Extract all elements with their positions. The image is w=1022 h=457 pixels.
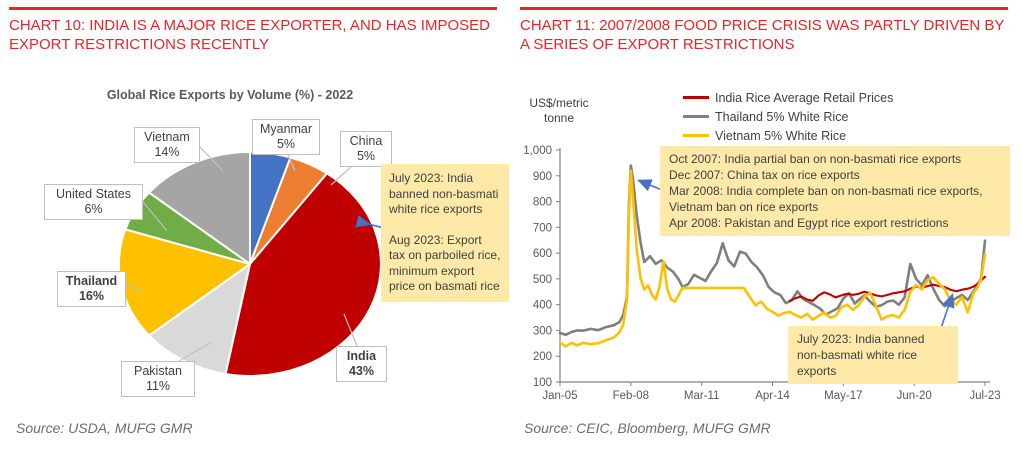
y-tick-label: 900 xyxy=(533,171,552,183)
line-chart: 100 200 300 400 500 600 700 800 900 1,000 Jan-05 Fe… xyxy=(523,145,1000,402)
pie-label-vietnam: Vietnam 14% xyxy=(134,127,200,163)
annotation-line: Oct 2007: India partial ban on non-basma… xyxy=(669,152,962,166)
chart10-heading: CHART 10: INDIA IS A MAJOR RICE EXPORTER… xyxy=(9,17,490,53)
y-tick-label: 300 xyxy=(533,325,552,337)
pie-slice-pakistan xyxy=(148,263,251,375)
annotation-line: Mar 2008: India complete ban on non-basm… xyxy=(669,184,983,214)
pie-label-leader xyxy=(195,142,224,172)
y-tick-label: 1,000 xyxy=(523,145,552,157)
x-tick-label: Jan-05 xyxy=(542,390,577,402)
x-tick-label: Jun-20 xyxy=(897,390,932,402)
legend-label: Vietnam 5% White Rice xyxy=(715,128,847,143)
legend-item-india-rice-average-retail-prices: India Rice Average Retail Prices xyxy=(683,88,893,107)
chart11-source: Source: CEIC, Bloomberg, MUFG GMR xyxy=(524,420,771,436)
y-tick-label: 700 xyxy=(533,222,552,234)
chart10-top-rule xyxy=(9,7,497,10)
pie-label-leader xyxy=(178,342,211,362)
annotation-arrow-india-slice xyxy=(355,215,385,229)
pie-label-leader xyxy=(138,196,168,232)
series-line-vietnam-5-white-rice xyxy=(558,169,987,348)
y-tick-label: 200 xyxy=(533,351,552,363)
pie-label-leader xyxy=(287,154,296,172)
line-chart-legend: India Rice Average Retail Prices Thailand… xyxy=(683,88,893,145)
series-line-india-rice-average-retail-prices xyxy=(788,275,987,302)
chart10-panel: CHART 10: INDIA IS A MAJOR RICE EXPORTER… xyxy=(9,7,509,436)
pie-label-leader xyxy=(330,165,353,186)
chart10-annotation: July 2023: India banned non-basmati whit… xyxy=(381,164,509,302)
pie-label-myanmar: Myanmar 5% xyxy=(252,119,320,155)
legend-item-vietnam-5-white-rice: Vietnam 5% White Rice xyxy=(683,126,893,145)
legend-swatch xyxy=(683,134,709,137)
legend-label: Thailand 5% White Rice xyxy=(715,109,849,124)
chart11-top-rule xyxy=(520,7,1008,10)
y-tick-label: 600 xyxy=(533,248,552,260)
x-tick-label: Apr-14 xyxy=(755,390,790,402)
chart11-annotation-2023: July 2023: India banned non-basmati whit… xyxy=(788,326,958,384)
legend-swatch xyxy=(683,96,709,99)
pie-chart-title: Global Rice Exports by Volume (%) - 2022 xyxy=(106,88,354,102)
legend-swatch xyxy=(683,115,709,118)
chart10-annotation-para2: Aug 2023: Export tax on parboiled rice, … xyxy=(389,232,501,294)
x-tick-label: Mar-11 xyxy=(684,390,720,402)
y-axis-unit-label: US$/metric tonne xyxy=(529,96,589,125)
pie-label-leader xyxy=(343,313,358,347)
chart10-annotation-para1: July 2023: India banned non-basmati whit… xyxy=(389,171,499,216)
y-tick-label: 500 xyxy=(533,274,552,286)
annotation-line: Dec 2007: China tax on rice exports xyxy=(669,168,860,182)
annotation-arrow-2008-peak xyxy=(637,179,663,192)
legend-item-thailand-5-white-rice: Thailand 5% White Rice xyxy=(683,107,893,126)
pie-label-united-states: United States 6% xyxy=(44,184,143,220)
chart10-source: Source: USDA, MUFG GMR xyxy=(16,420,193,436)
legend-label: India Rice Average Retail Prices xyxy=(715,90,894,105)
pie-label-thailand: Thailand 16% xyxy=(57,271,126,307)
x-tick-label: Jul-23 xyxy=(969,390,1000,402)
y-tick-label: 100 xyxy=(533,377,552,389)
pie-chart xyxy=(118,142,385,377)
x-tick-label: May-17 xyxy=(824,390,862,402)
pie-label-china: China 5% xyxy=(340,131,392,167)
pie-slice-india xyxy=(224,172,382,377)
chart11-panel: CHART 11: 2007/2008 FOOD PRICE CRISIS WA… xyxy=(511,0,1022,457)
y-tick-label: 400 xyxy=(533,300,552,312)
pie-label-pakistan: Pakistan 11% xyxy=(121,361,195,397)
annotation-line: Apr 2008: Pakistan and Egypt rice export… xyxy=(669,216,949,230)
pie-label-india: India 43% xyxy=(336,346,387,382)
chart11-heading: CHART 11: 2007/2008 FOOD PRICE CRISIS WA… xyxy=(520,17,1005,53)
x-tick-label: Feb-08 xyxy=(613,390,649,402)
y-tick-label: 800 xyxy=(533,197,552,209)
chart11-annotation-2008: Oct 2007: India partial ban on non-basma… xyxy=(660,146,1010,236)
series-line-thailand-5-white-rice xyxy=(558,164,987,337)
annotation-arrow-2023-spike xyxy=(940,292,955,329)
